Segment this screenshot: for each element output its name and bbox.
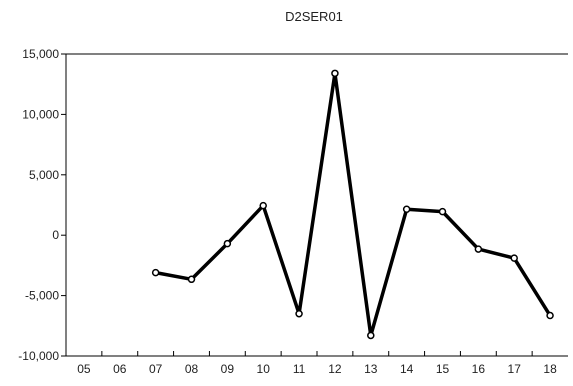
y-tick-label: -10,000 <box>18 349 59 363</box>
data-point <box>474 245 483 253</box>
x-tick-label: 07 <box>149 362 163 376</box>
y-tick-label: 5,000 <box>29 168 59 182</box>
x-tick-label: 18 <box>543 362 557 376</box>
data-point <box>223 239 232 248</box>
ticks: 15,000 10,000 5,000 0 -5,000 -10,000 05 06 07 08 0… <box>18 47 557 376</box>
x-tick-label: 13 <box>364 362 378 376</box>
y-tick-label: -5,000 <box>25 289 59 303</box>
data-point <box>295 309 303 318</box>
x-tick-label: 17 <box>508 362 522 376</box>
y-tick-label: 0 <box>52 228 59 242</box>
x-tick-label: 06 <box>113 362 127 376</box>
series-line <box>155 71 552 338</box>
data-point <box>331 69 339 78</box>
x-tick-label: 09 <box>221 362 235 376</box>
x-tick-label: 10 <box>257 362 271 376</box>
x-tick-label: 16 <box>472 362 486 376</box>
data-point <box>259 201 267 210</box>
x-tick-label: 05 <box>77 362 91 376</box>
data-point <box>546 311 554 320</box>
data-point <box>151 268 160 277</box>
series-layer <box>151 69 554 340</box>
x-tick-label: 11 <box>293 362 306 376</box>
chart-title: D2SER01 <box>285 9 343 24</box>
data-point <box>438 207 447 216</box>
data-point <box>187 275 196 284</box>
x-tick-label: 14 <box>400 362 414 376</box>
x-tick-label: 15 <box>436 362 450 376</box>
data-point <box>510 254 518 262</box>
data-point <box>367 331 375 340</box>
data-point <box>402 205 411 213</box>
y-tick-label: 10,000 <box>22 107 59 121</box>
x-tick-label: 08 <box>185 362 199 376</box>
y-tick-label: 15,000 <box>22 47 59 61</box>
x-tick-label: 12 <box>328 362 342 376</box>
